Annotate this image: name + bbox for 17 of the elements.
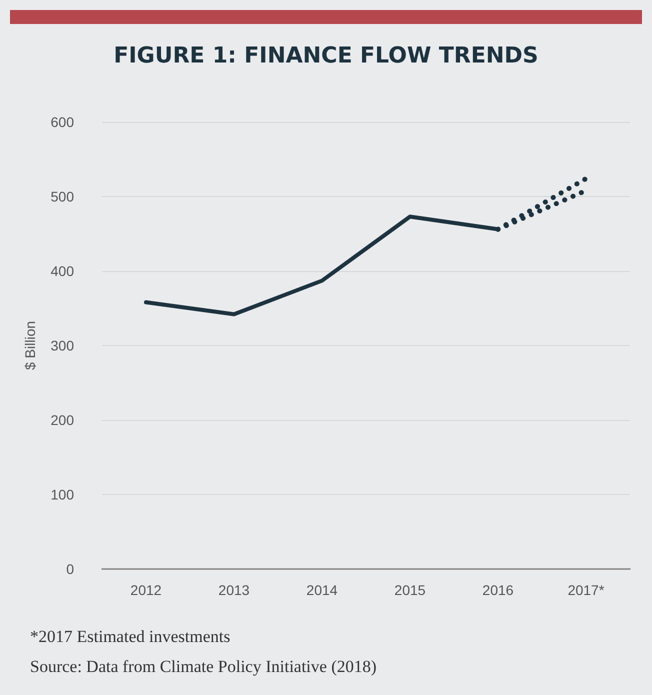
x-tick-label: 2013 <box>218 582 250 598</box>
text: *2017 Estimated investments <box>30 627 230 646</box>
source-note: Source: Data from Climate Policy Initiative (2018) <box>30 657 377 676</box>
x-tick-label: 2017* <box>568 582 605 598</box>
x-tick-label: 2015 <box>394 582 426 598</box>
y-tick-label: 0 <box>66 561 74 577</box>
y-tick-label: 100 <box>50 486 74 502</box>
x-tick-label: 2014 <box>306 582 338 598</box>
chart-title: FIGURE 1: FINANCE FLOW TRENDS <box>114 44 538 68</box>
y-tick-label: 600 <box>50 114 74 130</box>
y-tick-label: 300 <box>50 338 74 354</box>
x-tick-label: 2016 <box>482 582 514 598</box>
y-tick-label: 400 <box>50 263 74 279</box>
y-axis-title: $ Billion <box>22 320 38 370</box>
x-tick-label: 2012 <box>130 582 162 598</box>
y-tick-label: 200 <box>50 412 74 428</box>
y-tick-label: 500 <box>50 188 74 204</box>
